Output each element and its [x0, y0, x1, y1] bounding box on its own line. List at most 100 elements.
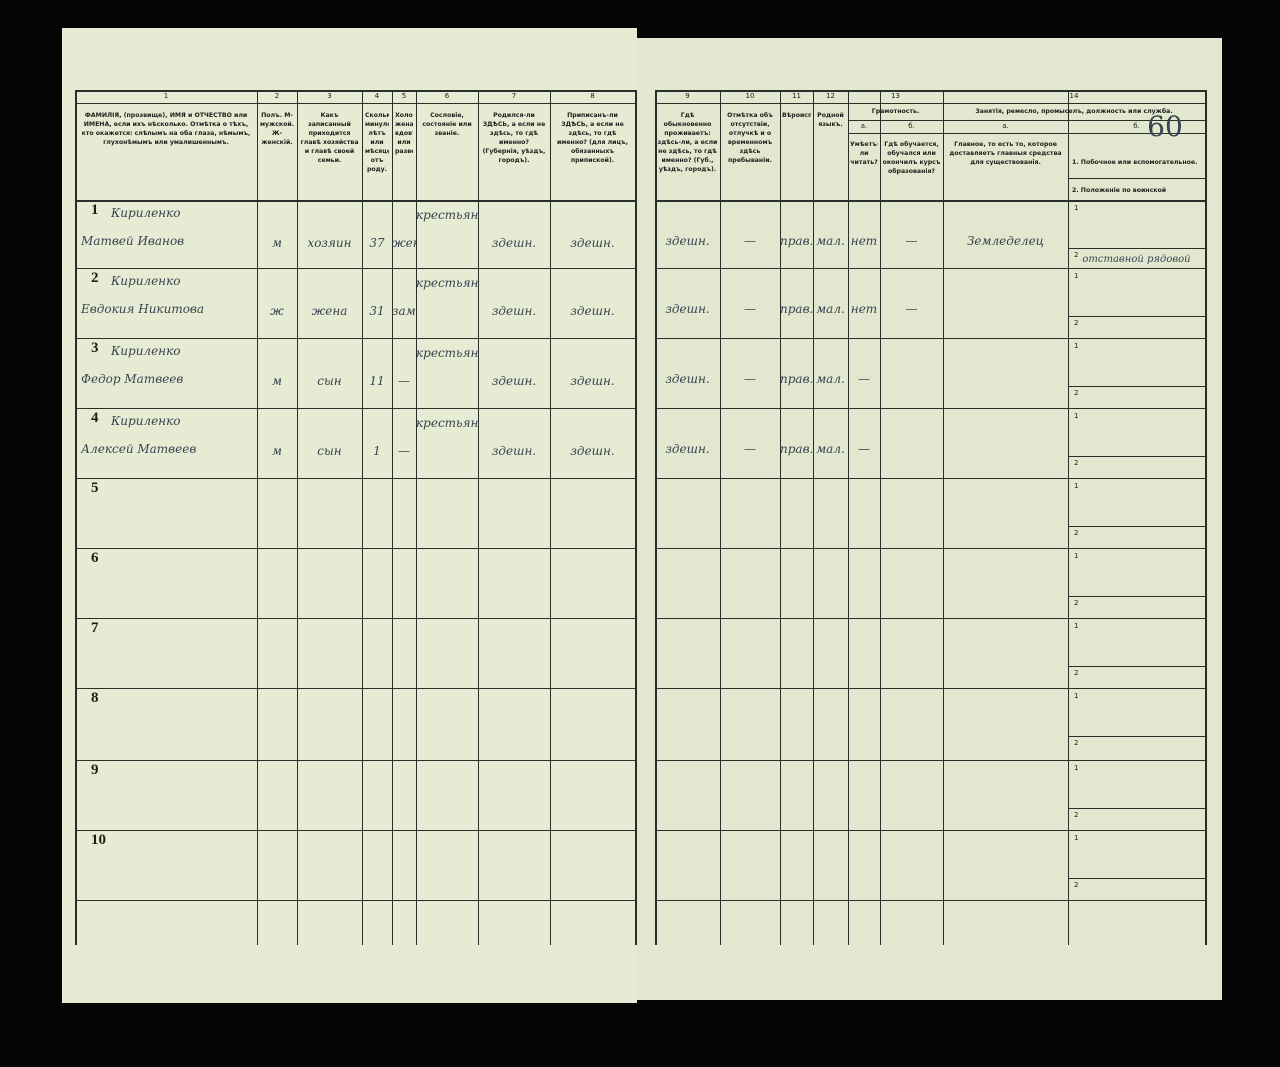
- rule: [655, 200, 1205, 202]
- entry-age: 11: [369, 374, 385, 388]
- sub-row-number: 2: [1074, 669, 1079, 677]
- surname: Кириленко: [111, 274, 181, 288]
- sub-header: Главное, то есть то, которое доставляетъ…: [949, 141, 1062, 166]
- column-header: Сколько минуло лѣтъ или мѣсяцевъ отъ род…: [365, 112, 389, 173]
- sub-row-number: 1: [1074, 272, 1079, 280]
- sub-row-number: 1: [1074, 622, 1079, 630]
- column-number: 2: [274, 92, 280, 100]
- right-page: [637, 38, 1222, 1000]
- surname: Кириленко: [111, 206, 181, 220]
- given-name: Алексей Матвеев: [81, 442, 197, 456]
- entry-religion: прав.: [780, 442, 813, 456]
- rule: [478, 90, 479, 945]
- rule: [1068, 386, 1205, 387]
- sub-row-number: 1: [1074, 204, 1079, 212]
- entry-age: 1: [373, 444, 381, 458]
- rule: [655, 688, 1205, 689]
- sub-row-number: 2: [1074, 739, 1079, 747]
- column-number: 14: [1069, 92, 1079, 100]
- row-number: 8: [91, 690, 99, 706]
- entry-age: 31: [369, 304, 385, 318]
- entry-estate: крестьянка: [416, 276, 478, 290]
- entry-registered: здешн.: [570, 374, 615, 388]
- rule: [392, 90, 393, 945]
- entry-residence: здешн.: [665, 442, 710, 456]
- rule: [75, 760, 635, 761]
- entry-education: —: [905, 234, 918, 248]
- entry-absence: —: [744, 372, 756, 386]
- column-header: Сословіе, состояніе или званіе.: [422, 112, 472, 137]
- rule: [635, 90, 637, 945]
- row-number: 2: [91, 270, 99, 286]
- rule: [1068, 878, 1205, 879]
- given-name: Федор Матвеев: [81, 372, 184, 386]
- rule: [655, 830, 1205, 831]
- entry-age: 37: [369, 236, 385, 250]
- rule: [75, 268, 635, 269]
- entry-residence: здешн.: [665, 302, 710, 316]
- entry-born: здешн.: [491, 374, 537, 388]
- left-page: [62, 28, 637, 1003]
- rule: [655, 760, 1205, 761]
- group-header: Занятія, ремесло, промыселъ, должность и…: [975, 108, 1173, 115]
- entry-relation: сын: [317, 444, 342, 458]
- rule: [848, 120, 943, 121]
- column-header: Гдѣ обыкновенно проживаетъ: здѣсь-ли, а …: [657, 112, 718, 173]
- entry-relation: жена: [311, 304, 348, 318]
- entry-language: мал.: [816, 234, 845, 248]
- entry-residence: здешн.: [665, 372, 710, 386]
- rule: [75, 200, 635, 202]
- sub-row-number: 1: [1074, 764, 1079, 772]
- entry-relation: сын: [317, 374, 342, 388]
- column-header: Вѣроисповѣданіе.: [782, 112, 811, 119]
- sub-row-number: 2: [1074, 319, 1079, 327]
- sub-item: 2. Положеніе по воинской повинности.: [1072, 187, 1167, 194]
- sub-header: Умѣетъ-ли читать?: [850, 141, 878, 166]
- column-number: 4: [374, 92, 380, 100]
- rule: [75, 338, 635, 339]
- rule: [1205, 90, 1207, 945]
- entry-relation: хозяин: [307, 236, 352, 250]
- sub-letter: а.: [1002, 122, 1009, 130]
- entry-marital: —: [398, 444, 410, 458]
- entry-sex: м: [272, 444, 282, 458]
- column-number: 8: [590, 92, 595, 100]
- column-number: 10: [745, 92, 755, 100]
- entry-literate: —: [858, 442, 870, 456]
- sub-row-number: 1: [1074, 482, 1079, 490]
- column-header: Родился-ли ЗДѢСЬ, а если не здѣсь, то гд…: [482, 112, 546, 164]
- entry-estate: крестьянинъ: [416, 346, 478, 360]
- rule: [362, 90, 363, 945]
- rule: [75, 548, 635, 549]
- rule: [75, 200, 635, 201]
- sub-letter: б.: [908, 122, 915, 130]
- entry-language: мал.: [816, 302, 845, 316]
- rule: [655, 900, 1205, 901]
- rule: [75, 90, 77, 945]
- entry-residence: здешн.: [665, 234, 710, 248]
- rule: [1068, 248, 1205, 249]
- row-number: 1: [91, 202, 99, 218]
- rule: [1068, 736, 1205, 737]
- entry-marital: зам.: [392, 304, 416, 318]
- rule: [1068, 666, 1205, 667]
- row-number: 4: [91, 410, 99, 426]
- sub-row-number: 2: [1074, 529, 1079, 537]
- column-header: Приписанъ-ли ЗДѢСЬ, а если не здѣсь, то …: [556, 112, 629, 164]
- rule: [720, 90, 721, 945]
- entry-language: мал.: [816, 442, 845, 456]
- entry-religion: прав.: [780, 234, 813, 248]
- rule: [880, 90, 881, 945]
- column-header: Какъ записанный приходится главѣ хозяйст…: [300, 112, 359, 164]
- given-name: Матвей Иванов: [81, 234, 185, 248]
- entry-born: здешн.: [491, 236, 537, 250]
- sub-row-number: 1: [1074, 834, 1079, 842]
- given-name: Евдокия Никитова: [81, 302, 205, 316]
- group-header: Грамотность.: [871, 108, 920, 115]
- sub-row-number: 1: [1074, 692, 1079, 700]
- rule: [655, 548, 1205, 549]
- rule: [1068, 808, 1205, 809]
- sub-letter: б.: [1133, 122, 1140, 130]
- entry-absence: —: [744, 442, 756, 456]
- rule: [1068, 178, 1205, 179]
